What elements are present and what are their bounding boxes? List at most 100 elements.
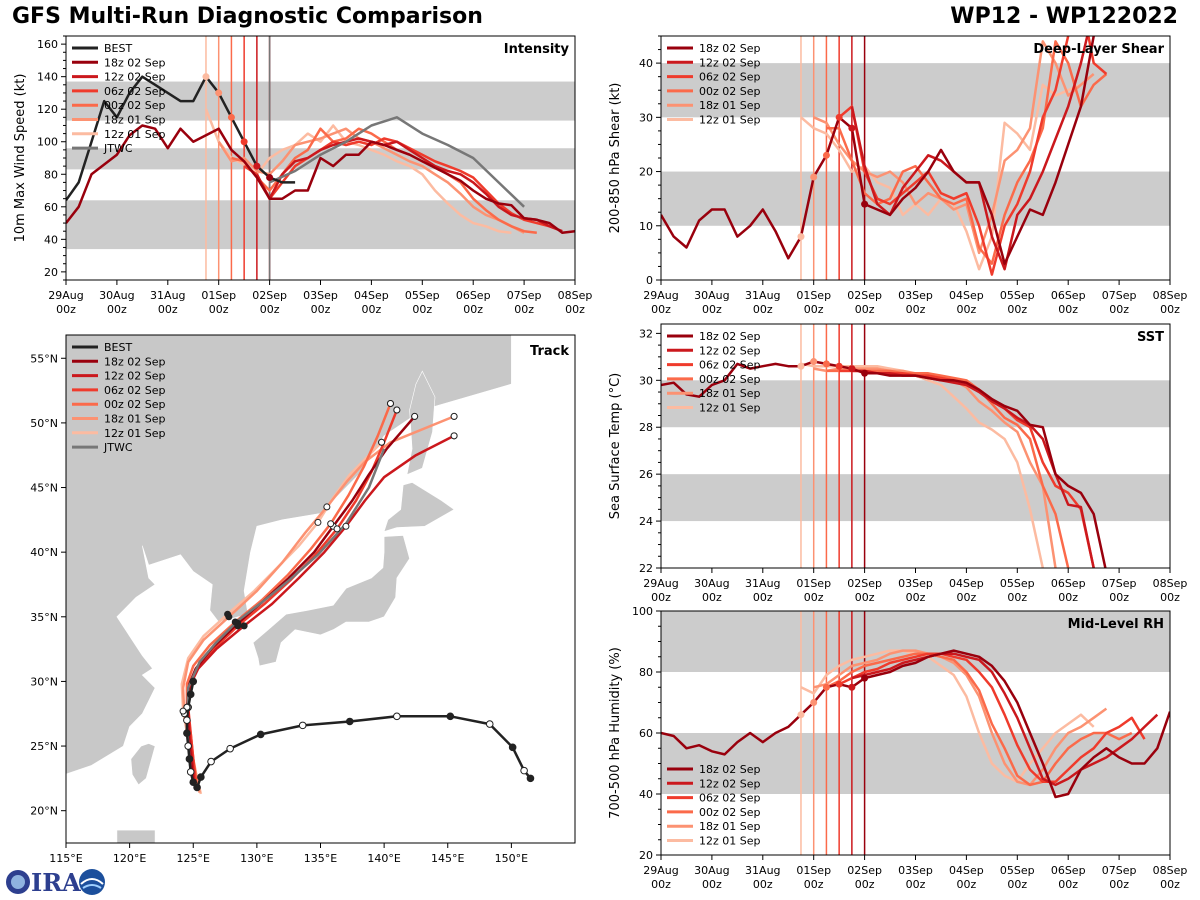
x-tick-label: 03Sep xyxy=(898,864,933,877)
forecast-track-endpoint xyxy=(386,400,394,408)
threshold-band xyxy=(66,200,575,250)
y-tick-label: 32 xyxy=(639,327,653,340)
x-tick-label: 08Sep xyxy=(558,289,593,302)
x-tick-label: 07Sep xyxy=(507,289,542,302)
forecast-track-point xyxy=(314,518,322,526)
threshold-band xyxy=(661,380,1170,428)
forecast-track-point xyxy=(179,707,187,715)
x-tick-label: 02Sep xyxy=(847,577,882,590)
run-init-marker xyxy=(835,113,843,121)
run-init-marker xyxy=(266,174,274,182)
run-init-marker xyxy=(227,113,235,121)
x-tick-label: 00z xyxy=(855,303,875,316)
intensity-panel: 2040608010012014016029Aug00z30Aug00z31Au… xyxy=(13,35,593,316)
y-axis-label: 10m Max Wind Speed (kt) xyxy=(13,74,28,243)
x-tick-label: 00z xyxy=(906,591,926,604)
x-tick-label: 05Sep xyxy=(1000,864,1035,877)
x-tick-label: 00z xyxy=(1109,303,1129,316)
legend-label: 12z 02 Sep xyxy=(104,71,166,84)
panel-title: SST xyxy=(1137,330,1164,345)
x-tick-label: 00z xyxy=(957,303,977,316)
forecast-track-point xyxy=(231,618,239,626)
x-tick-label: 00z xyxy=(804,303,824,316)
legend-label: 06z 02 Sep xyxy=(699,71,761,84)
y-tick-label: 40 xyxy=(639,57,653,70)
run-init-marker xyxy=(861,200,869,208)
y-tick-label: 140 xyxy=(37,71,58,84)
y-tick-label: 40 xyxy=(639,788,653,801)
y-axis-label: 700-500 hPa Humidity (%) xyxy=(608,647,623,819)
x-tick-label: 04Sep xyxy=(949,577,984,590)
run-init-marker xyxy=(810,699,818,706)
run-init-marker xyxy=(810,173,818,181)
forecast-track-endpoint xyxy=(411,412,419,420)
cira-logo: IRA xyxy=(6,868,105,897)
run-init-marker xyxy=(240,138,248,146)
legend-label: BEST xyxy=(104,341,132,354)
series-18z-02-sep xyxy=(661,36,1096,265)
y-tick-label: 20 xyxy=(639,849,653,862)
run-init-marker xyxy=(861,674,869,682)
best-track-point xyxy=(185,755,194,763)
x-tick-label: 04Sep xyxy=(949,289,984,302)
x-tick-label: 08Sep xyxy=(1153,577,1188,590)
y-tick-label: 20 xyxy=(44,266,58,279)
series-18z-02-sep xyxy=(66,124,575,235)
y-tick-label: 160 xyxy=(37,38,58,51)
x-tick-label: 07Sep xyxy=(1102,864,1137,877)
x-tick-label: 30Aug xyxy=(99,289,134,302)
legend-label: 12z 02 Sep xyxy=(699,777,761,790)
legend-label: 00z 02 Sep xyxy=(699,373,761,386)
series-12z-01-sep xyxy=(800,649,1095,784)
legend-label: 12z 01 Sep xyxy=(699,402,761,415)
x-tick-label: 00z xyxy=(651,878,671,891)
best-track-point xyxy=(508,743,517,752)
x-tick-label: 02Sep xyxy=(847,289,882,302)
x-tick-label: 00z xyxy=(158,303,178,316)
y-tick-label: 80 xyxy=(639,666,653,679)
x-tick-label: 140°E xyxy=(367,852,400,865)
legend-label: JTWC xyxy=(103,142,133,155)
track-plot-area xyxy=(66,335,575,843)
shear-plot-area xyxy=(661,36,1170,280)
forecast-track-point xyxy=(240,622,248,630)
series-18z-02-sep xyxy=(661,649,1170,799)
best-track-point xyxy=(197,773,205,781)
y-tick-label: 100 xyxy=(632,605,653,618)
best-track-point xyxy=(193,783,201,792)
plot-frame xyxy=(65,334,576,844)
y-tick-label: 30°N xyxy=(30,675,58,688)
x-tick-label: 00z xyxy=(565,303,585,316)
legend-label: 18z 01 Sep xyxy=(699,387,761,400)
y-tick-label: 80 xyxy=(44,168,58,181)
legend-label: 06z 02 Sep xyxy=(699,359,761,372)
y-tick-label: 40°N xyxy=(30,546,58,559)
x-tick-label: 31Aug xyxy=(745,577,780,590)
best-track-point xyxy=(186,690,195,699)
y-tick-label: 22 xyxy=(639,562,653,575)
x-tick-label: 00z xyxy=(514,303,534,316)
y-tick-label: 45°N xyxy=(30,482,58,495)
legend-label: 18z 02 Sep xyxy=(104,56,166,69)
run-init-marker xyxy=(822,360,830,368)
x-tick-label: 04Sep xyxy=(949,864,984,877)
y-tick-label: 26 xyxy=(639,468,653,481)
legend-label: 12z 01 Sep xyxy=(104,128,166,141)
svg-text:IRA: IRA xyxy=(31,868,81,897)
legend-label: 18z 02 Sep xyxy=(104,355,166,368)
x-tick-label: 02Sep xyxy=(252,289,287,302)
x-tick-label: 00z xyxy=(702,878,722,891)
x-tick-label: 00z xyxy=(702,303,722,316)
best-track-point xyxy=(485,720,494,728)
sst-panel: 22242628303229Aug00z30Aug00z31Aug00z01Se… xyxy=(608,323,1188,604)
x-tick-label: 05Sep xyxy=(1000,577,1035,590)
y-tick-label: 25°N xyxy=(30,740,58,753)
run-init-marker xyxy=(861,369,869,377)
best-track-point xyxy=(393,712,401,721)
sakhalin xyxy=(406,370,436,476)
taiwan xyxy=(130,743,156,786)
x-tick-label: 07Sep xyxy=(1102,289,1137,302)
x-tick-label: 06Sep xyxy=(1051,289,1086,302)
